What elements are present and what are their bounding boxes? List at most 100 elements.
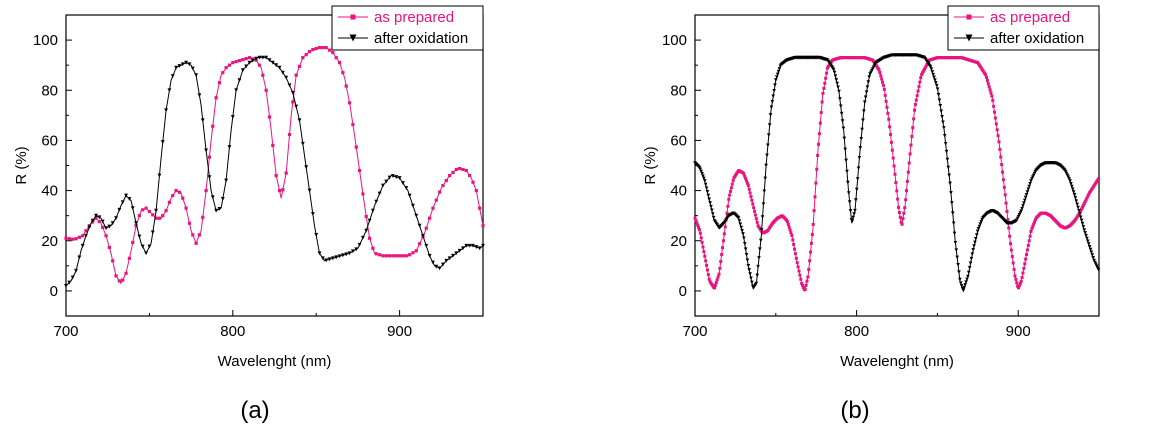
data-point bbox=[887, 117, 891, 121]
data-point bbox=[721, 246, 725, 250]
data-point bbox=[141, 208, 145, 212]
data-point bbox=[736, 216, 741, 220]
data-point bbox=[201, 215, 205, 219]
data-point bbox=[787, 225, 791, 229]
data-point bbox=[752, 206, 756, 210]
series-line bbox=[694, 57, 1100, 293]
data-point bbox=[224, 178, 229, 183]
data-point bbox=[846, 191, 851, 195]
data-point bbox=[950, 201, 954, 205]
data-point bbox=[1094, 262, 1098, 267]
data-point bbox=[928, 65, 933, 69]
plot-frame bbox=[694, 14, 1100, 317]
data-point bbox=[942, 126, 946, 130]
data-point bbox=[898, 215, 902, 219]
data-point bbox=[260, 55, 265, 60]
data-point bbox=[866, 80, 871, 84]
data-point bbox=[821, 91, 825, 95]
data-point bbox=[706, 193, 711, 198]
series-line bbox=[694, 54, 1100, 293]
data-point bbox=[464, 168, 468, 173]
data-point bbox=[1097, 177, 1101, 181]
data-point bbox=[758, 247, 762, 252]
data-point bbox=[428, 216, 432, 220]
data-point bbox=[908, 152, 912, 156]
data-point bbox=[1077, 209, 1081, 213]
data-point bbox=[157, 173, 162, 178]
data-point bbox=[915, 94, 919, 98]
data-point bbox=[214, 208, 219, 213]
data-point bbox=[749, 276, 753, 281]
data-point bbox=[938, 104, 943, 108]
data-point bbox=[702, 250, 706, 254]
data-point bbox=[832, 70, 837, 75]
data-point bbox=[862, 109, 866, 113]
data-point bbox=[860, 127, 864, 132]
data-point bbox=[211, 124, 215, 128]
data-point bbox=[101, 225, 105, 229]
data-point bbox=[247, 60, 252, 65]
data-point bbox=[474, 245, 479, 249]
data-point bbox=[1026, 243, 1030, 247]
data-point bbox=[737, 219, 742, 223]
data-point bbox=[1010, 255, 1014, 259]
data-point bbox=[995, 128, 999, 132]
data-point bbox=[117, 279, 121, 283]
data-point bbox=[164, 209, 168, 213]
data-point bbox=[839, 111, 844, 116]
data-point bbox=[855, 177, 860, 181]
data-point bbox=[846, 180, 850, 185]
data-point bbox=[947, 173, 951, 178]
data-point bbox=[701, 174, 705, 178]
data-point bbox=[411, 203, 415, 208]
data-point bbox=[384, 254, 388, 258]
data-point bbox=[710, 208, 714, 213]
data-point bbox=[912, 117, 916, 121]
data-point bbox=[1068, 179, 1072, 183]
data-point bbox=[713, 286, 717, 290]
data-point bbox=[698, 231, 702, 235]
data-point bbox=[351, 122, 355, 127]
data-point bbox=[944, 149, 949, 154]
data-point bbox=[181, 196, 185, 200]
data-point bbox=[464, 243, 469, 248]
data-point bbox=[431, 206, 435, 210]
data-point bbox=[990, 94, 994, 98]
data-point bbox=[117, 207, 122, 212]
data-point bbox=[240, 68, 245, 73]
data-point bbox=[204, 148, 209, 153]
data-point bbox=[177, 64, 182, 68]
data-point bbox=[408, 253, 412, 257]
data-point bbox=[177, 190, 182, 194]
data-point bbox=[347, 101, 352, 105]
data-point bbox=[913, 108, 917, 112]
data-point bbox=[750, 280, 754, 285]
data-point bbox=[197, 233, 202, 237]
data-point bbox=[1070, 184, 1074, 189]
data-point bbox=[77, 255, 82, 260]
y-tick-label: 20 bbox=[670, 233, 687, 250]
series-layer bbox=[64, 46, 485, 288]
data-point bbox=[775, 72, 780, 77]
legend-entry: as prepared bbox=[954, 9, 1070, 26]
data-point bbox=[725, 211, 729, 215]
data-point bbox=[742, 236, 746, 241]
data-point bbox=[943, 141, 948, 146]
data-point bbox=[264, 55, 269, 60]
data-point bbox=[745, 179, 749, 183]
data-point bbox=[1031, 225, 1035, 229]
y-axis-title: R (%) bbox=[642, 146, 659, 184]
x-tick-label: 900 bbox=[387, 323, 412, 340]
data-point bbox=[851, 215, 856, 220]
data-point bbox=[745, 181, 749, 185]
data-point bbox=[104, 234, 108, 238]
y-tick-label: 60 bbox=[670, 132, 687, 149]
data-point bbox=[777, 67, 782, 71]
data-point bbox=[1018, 282, 1022, 286]
data-point bbox=[765, 153, 769, 158]
data-point bbox=[1092, 258, 1096, 263]
data-point bbox=[1022, 266, 1026, 270]
data-point bbox=[941, 120, 945, 125]
data-point bbox=[835, 81, 840, 86]
data-point bbox=[67, 280, 72, 285]
